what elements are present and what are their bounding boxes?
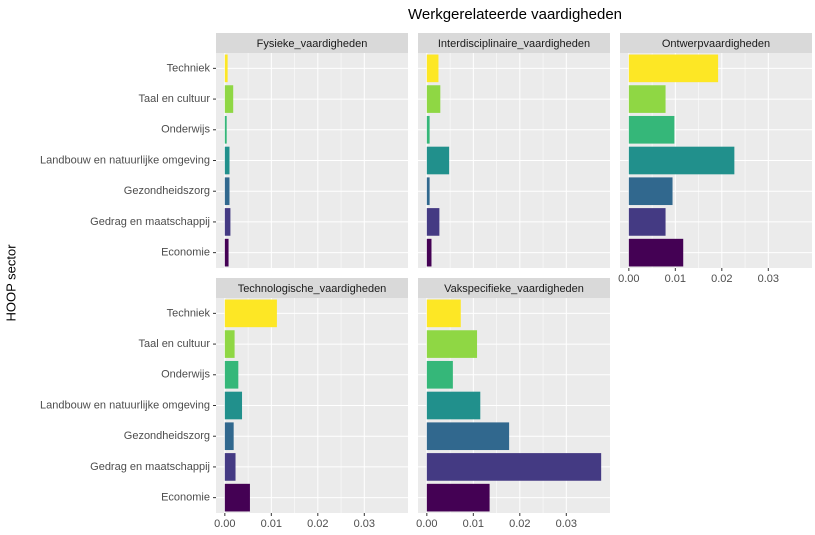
bar bbox=[224, 422, 234, 451]
facet-title: Fysieke_vaardigheden bbox=[257, 38, 368, 50]
bar bbox=[426, 391, 481, 420]
strip bbox=[418, 33, 610, 53]
x-tick-label: 0.03 bbox=[556, 518, 577, 530]
facet-title: Vakspecifieke_vaardigheden bbox=[444, 283, 584, 295]
y-tick-label: Taal en cultuur bbox=[138, 338, 210, 350]
y-tick-label: Landbouw en natuurlijke omgeving bbox=[40, 154, 210, 166]
strip bbox=[216, 33, 408, 53]
strip bbox=[620, 33, 812, 53]
y-tick-label: Gezondheidszorg bbox=[124, 185, 210, 197]
x-tick-label: 0.02 bbox=[711, 273, 732, 285]
y-tick-label: Gezondheidszorg bbox=[124, 430, 210, 442]
y-tick-label: Techniek bbox=[167, 62, 211, 74]
bar bbox=[426, 299, 461, 328]
bar bbox=[224, 330, 235, 358]
y-tick-label: Onderwijs bbox=[161, 369, 210, 381]
bar bbox=[224, 238, 229, 267]
bar bbox=[628, 54, 719, 83]
x-tick-label: 0.00 bbox=[214, 518, 235, 530]
bar bbox=[628, 238, 684, 267]
x-tick-label: 0.02 bbox=[509, 518, 530, 530]
bar bbox=[426, 330, 478, 358]
x-tick-label: 0.03 bbox=[758, 273, 779, 285]
x-tick-label: 0.01 bbox=[665, 273, 686, 285]
bar bbox=[628, 177, 673, 206]
bar bbox=[224, 453, 236, 481]
y-tick-label: Onderwijs bbox=[161, 124, 210, 136]
y-tick-label: Taal en cultuur bbox=[138, 93, 210, 105]
facet-title: Ontwerpvaardigheden bbox=[662, 38, 770, 50]
bar bbox=[426, 115, 430, 144]
bar bbox=[224, 177, 230, 206]
bar bbox=[426, 360, 453, 389]
x-tick-label: 0.03 bbox=[354, 518, 375, 530]
bar bbox=[224, 208, 231, 236]
bar bbox=[224, 85, 234, 113]
bar bbox=[426, 483, 490, 512]
y-tick-label: Economie bbox=[161, 247, 210, 259]
y-tick-label: Gedrag en maatschappij bbox=[90, 216, 210, 228]
bar bbox=[426, 177, 430, 206]
bar bbox=[426, 208, 440, 236]
y-tick-label: Gedrag en maatschappij bbox=[90, 461, 210, 473]
bar bbox=[426, 238, 432, 267]
bar bbox=[628, 85, 666, 113]
bar bbox=[224, 391, 243, 420]
bar bbox=[224, 146, 230, 175]
y-axis-label: HOOP sector bbox=[3, 244, 18, 322]
bar bbox=[224, 54, 228, 83]
bar bbox=[224, 299, 277, 328]
bar bbox=[426, 54, 439, 83]
bar bbox=[426, 146, 450, 175]
x-tick-label: 0.01 bbox=[261, 518, 282, 530]
chart-title: Werkgerelateerde vaardigheden bbox=[408, 6, 622, 23]
bar bbox=[628, 146, 735, 175]
x-tick-label: 0.00 bbox=[618, 273, 639, 285]
bar bbox=[426, 453, 602, 481]
x-tick-label: 0.02 bbox=[307, 518, 328, 530]
facet-title: Technologische_vaardigheden bbox=[238, 283, 387, 295]
x-tick-label: 0.01 bbox=[463, 518, 484, 530]
strip bbox=[216, 278, 408, 298]
bar bbox=[224, 115, 227, 144]
x-tick-label: 0.00 bbox=[416, 518, 437, 530]
bar bbox=[426, 85, 441, 113]
y-tick-label: Economie bbox=[161, 492, 210, 504]
bar bbox=[224, 483, 250, 512]
strip bbox=[418, 278, 610, 298]
bar bbox=[224, 360, 239, 389]
bar bbox=[628, 208, 666, 236]
y-tick-label: Landbouw en natuurlijke omgeving bbox=[40, 399, 210, 411]
bar bbox=[426, 422, 510, 451]
facet-title: Interdisciplinaire_vaardigheden bbox=[438, 38, 590, 50]
bar bbox=[628, 115, 675, 144]
y-tick-label: Techniek bbox=[167, 307, 211, 319]
